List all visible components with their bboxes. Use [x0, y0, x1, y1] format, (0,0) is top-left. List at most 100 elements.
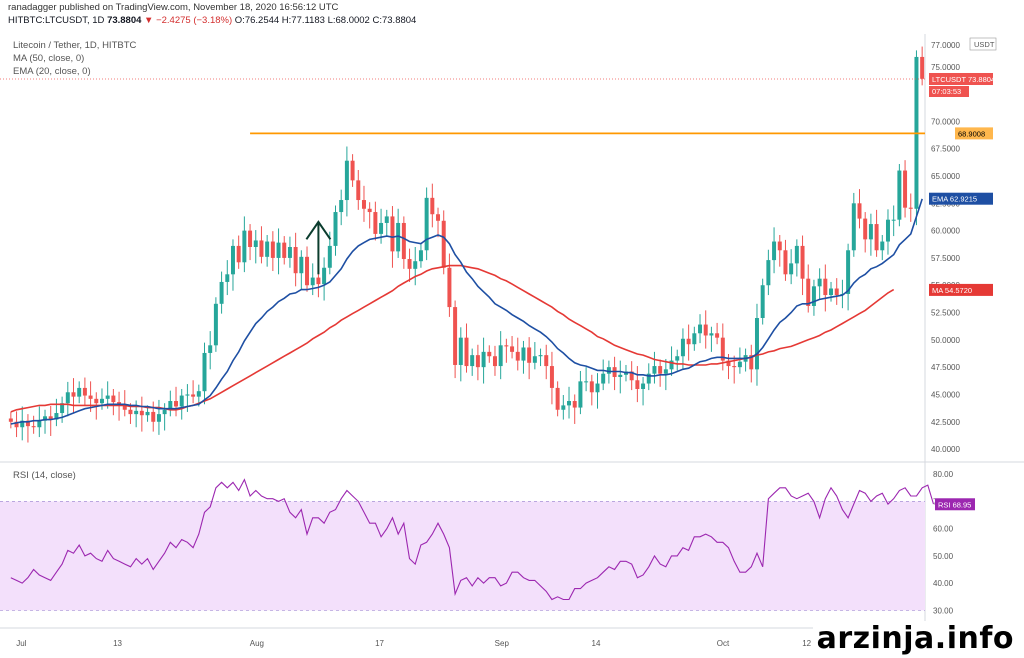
candle-body: [242, 230, 247, 263]
x-tick-label: 13: [113, 639, 122, 648]
candle-body: [77, 387, 82, 397]
candle-body: [248, 230, 253, 247]
candle-body: [715, 333, 720, 338]
candle-body: [310, 277, 315, 286]
candle-body: [686, 338, 691, 345]
candle-body: [806, 278, 811, 306]
candle-body: [299, 256, 304, 274]
candle-body: [492, 356, 497, 367]
ma-legend: MA (50, close, 0): [13, 53, 85, 64]
candle-body: [413, 261, 418, 269]
candle-body: [817, 278, 822, 287]
x-tick-label: Sep: [495, 639, 510, 648]
candle-body: [515, 351, 520, 361]
candle-body: [658, 366, 663, 374]
candle-body: [162, 409, 167, 415]
rsi-line: [10, 478, 935, 601]
price-tick-label: 67.5000: [931, 145, 960, 154]
resistance-price-tag: 68.9008: [958, 129, 985, 138]
candle-body: [88, 395, 93, 399]
candle-body: [635, 380, 640, 389]
ema-price-tag-bg: [929, 192, 993, 205]
candle-body: [339, 200, 344, 213]
candle-body: [606, 367, 611, 374]
currency-badge: [969, 37, 997, 51]
candle-body: [356, 180, 361, 201]
candle-body: [766, 260, 771, 286]
candle-body: [453, 307, 458, 365]
candle-body: [71, 392, 76, 397]
candle-body: [208, 345, 213, 353]
candle-body: [396, 222, 401, 252]
candle-body: [117, 402, 122, 405]
price-tick-label: 57.5000: [931, 254, 960, 263]
candle-body: [65, 392, 70, 404]
candle-body: [276, 242, 281, 258]
candle-body: [846, 250, 851, 294]
x-tick-label: Oct: [717, 639, 730, 648]
candle-body: [641, 383, 646, 389]
candle-body: [868, 224, 873, 240]
rsi-tick-label: 50.00: [933, 552, 954, 561]
candle-body: [458, 337, 463, 365]
watermark: arzinja.info: [812, 621, 1018, 656]
price-tick-label: 50.0000: [931, 336, 960, 345]
candle-body: [680, 338, 685, 357]
candle-body: [259, 240, 264, 257]
rsi-tick-label: 80.00: [933, 470, 954, 479]
price-tick-label: 75.0000: [931, 63, 960, 72]
candle-body: [589, 381, 594, 393]
candle-body: [823, 278, 828, 296]
candle-body: [441, 220, 446, 268]
candle-body: [236, 245, 241, 263]
candle-body: [920, 56, 925, 79]
rsi-band: [0, 501, 925, 611]
candle-body: [669, 360, 674, 370]
candle-body: [287, 247, 292, 258]
candle-body: [424, 197, 429, 251]
candle-body: [720, 337, 725, 361]
candle-body: [857, 203, 862, 219]
candle-body: [629, 371, 634, 381]
rsi-legend: RSI (14, close): [13, 470, 76, 481]
price-tick-label: 77.0000: [931, 41, 960, 50]
candle-body: [447, 267, 452, 308]
candle-body: [344, 160, 349, 201]
candles: [8, 46, 925, 443]
candle-body: [726, 360, 731, 367]
candle-body: [265, 241, 270, 257]
candle-body: [885, 219, 890, 242]
candle-body: [709, 333, 714, 336]
candle-body: [168, 401, 173, 410]
candle-body: [794, 245, 799, 264]
price-tick-label: 40.0000: [931, 445, 960, 454]
ohlc-values: O:76.2544 H:77.1183 L:68.0002 C:73.8804: [234, 15, 417, 26]
candle-body: [851, 203, 856, 251]
candle-body: [174, 401, 179, 407]
candle-body: [213, 303, 218, 346]
countdown-bg: [929, 85, 969, 97]
candle-body: [732, 366, 737, 368]
candle-body: [578, 381, 583, 408]
currency-label: USDT: [974, 40, 995, 49]
price-tick-label: 70.0000: [931, 117, 960, 126]
candle-body: [777, 241, 782, 251]
candle-body: [538, 355, 543, 357]
candle-body: [105, 395, 110, 399]
candle-body: [282, 242, 287, 258]
candle-body: [305, 256, 310, 286]
candle-body: [567, 401, 572, 406]
ma-price-tag-bg: [929, 283, 993, 296]
candle-body: [202, 352, 207, 392]
price-tick-label: 65.0000: [931, 172, 960, 181]
rsi-tick-label: 40.00: [933, 579, 954, 588]
candle-body: [555, 387, 560, 410]
candle-body: [754, 318, 759, 370]
candle-body: [361, 200, 366, 209]
price-tick-label: 45.0000: [931, 390, 960, 399]
candle-body: [891, 219, 896, 221]
candle-body: [322, 267, 327, 285]
ema-legend: EMA (20, close, 0): [13, 66, 91, 77]
candle-body: [151, 411, 156, 422]
